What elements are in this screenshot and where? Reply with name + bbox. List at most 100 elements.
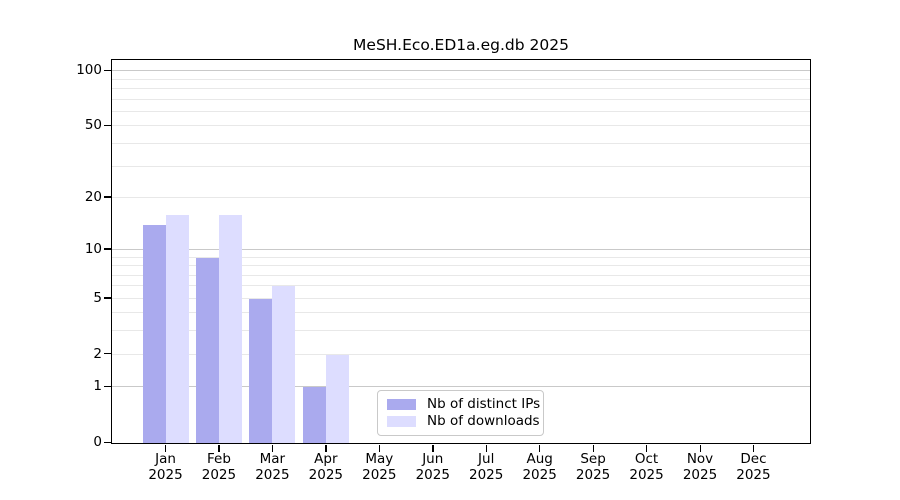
x-tick-month: Mar [259, 451, 286, 467]
y-tick-mark-50 [104, 124, 111, 127]
legend-item-downloads: Nb of downloads [387, 414, 540, 429]
gridline-major [112, 386, 810, 388]
plot-area: 0 1 2 5 10 20 50 100 Jan 2025 Feb 2025 Mar 2025 Apr 20… [76, 59, 811, 483]
x-tick-mark-may [378, 445, 381, 452]
x-tick-label-dec: Dec 2025 [725, 451, 781, 483]
bar-distinct-ips-apr [302, 387, 326, 443]
x-tick-year: 2025 [575, 467, 611, 483]
x-tick-mark-jun [432, 445, 434, 452]
y-tick-mark-10 [104, 248, 111, 250]
y-tick-label-20: 20 [84, 188, 102, 205]
y-tick-mark-1 [104, 385, 111, 387]
chart-title: MeSH.Eco.ED1a.eg.db 2025 [353, 36, 569, 54]
gridline-minor [112, 78, 810, 80]
x-tick-label-oct: Oct 2025 [619, 451, 675, 483]
gridline-minor [112, 274, 810, 276]
x-tick-month: Dec [740, 451, 767, 467]
x-tick-month: May [365, 451, 394, 467]
x-tick-mark-oct [646, 445, 648, 452]
gridline-minor [112, 88, 810, 90]
y-tick-label-10: 10 [84, 240, 102, 257]
gridline-minor [112, 285, 810, 287]
x-tick-label-aug: Aug 2025 [512, 451, 568, 483]
x-tick-year: 2025 [362, 467, 397, 483]
legend-swatch-distinct-ips [387, 399, 416, 410]
bar-downloads-apr [325, 354, 349, 443]
y-tick-label-2: 2 [93, 345, 102, 362]
x-tick-year: 2025 [522, 467, 557, 483]
gridline-minor [112, 297, 810, 299]
x-tick-month: Jun [422, 451, 444, 467]
x-tick-year: 2025 [629, 467, 664, 483]
legend-label-distinct-ips: Nb of distinct IPs [427, 396, 541, 412]
gridline-minor [112, 330, 810, 332]
x-tick-label-sep: Sep 2025 [565, 451, 621, 483]
x-tick-mark-nov [699, 445, 701, 452]
y-tick-mark-0 [104, 441, 111, 443]
x-tick-label-mar: Mar 2025 [244, 451, 300, 483]
y-tick-label-1: 1 [93, 378, 102, 395]
gridline-minor [112, 165, 810, 167]
y-tick-label-100: 100 [76, 62, 102, 79]
x-tick-label-jul: Jul 2025 [458, 451, 514, 483]
x-tick-mark-jul [485, 445, 487, 452]
x-tick-year: 2025 [255, 467, 290, 483]
x-tick-mark-feb [218, 445, 220, 452]
x-tick-year: 2025 [469, 467, 504, 483]
x-tick-mark-sep [592, 445, 594, 452]
x-tick-label-jan: Jan 2025 [138, 451, 194, 483]
x-tick-mark-mar [271, 445, 274, 452]
x-tick-month: Nov [686, 451, 714, 467]
x-tick-month: Aug [526, 451, 553, 467]
x-tick-mark-jan [165, 445, 167, 452]
gridline-minor [112, 125, 810, 127]
legend: Nb of distinct IPs Nb of downloads [377, 390, 544, 436]
gridline-minor [112, 353, 810, 355]
y-tick-label-5: 5 [93, 289, 102, 306]
x-tick-year: 2025 [682, 467, 718, 483]
x-tick-year: 2025 [308, 467, 344, 483]
y-tick-label-0: 0 [93, 434, 102, 450]
x-tick-label-feb: Feb 2025 [191, 451, 247, 483]
y-tick-mark-20 [104, 196, 111, 198]
gridline-minor [112, 143, 810, 145]
bar-distinct-ips-mar [249, 298, 273, 443]
x-tick-mark-aug [539, 445, 541, 452]
bar-downloads-jan [165, 214, 189, 443]
bar-distinct-ips-jan [142, 225, 166, 443]
x-tick-label-apr: Apr 2025 [298, 451, 354, 483]
y-tick-mark-2 [104, 353, 111, 355]
gridline-major [112, 70, 810, 72]
bar-downloads-feb [218, 214, 242, 443]
x-tick-month: Jan [155, 451, 176, 467]
legend-label-downloads: Nb of downloads [427, 413, 540, 429]
x-tick-label-nov: Nov 2025 [672, 451, 728, 483]
bar-downloads-mar [272, 286, 296, 443]
gridline-minor [112, 265, 810, 267]
y-tick-mark-5 [104, 297, 111, 299]
x-tick-month: Jul [478, 451, 495, 467]
bar-distinct-ips-feb [195, 257, 219, 443]
x-tick-year: 2025 [201, 467, 237, 483]
x-tick-label-jun: Jun 2025 [405, 451, 461, 483]
legend-item-distinct-ips: Nb of distinct IPs [387, 397, 540, 412]
gridline-major [112, 248, 810, 250]
x-tick-month: Apr [314, 451, 338, 467]
x-tick-mark-dec [752, 445, 755, 452]
x-tick-label-may: May 2025 [351, 451, 407, 483]
gridline-minor [112, 111, 810, 113]
y-tick-mark-100 [104, 69, 111, 72]
legend-swatch-downloads [387, 416, 416, 427]
x-tick-month: Feb [206, 451, 231, 467]
x-tick-month: Sep [580, 451, 606, 467]
x-tick-month: Oct [634, 451, 659, 467]
x-tick-year: 2025 [148, 467, 183, 483]
y-tick-label-50: 50 [84, 117, 102, 134]
x-tick-year: 2025 [736, 467, 771, 483]
gridline-minor [112, 196, 810, 198]
x-tick-mark-apr [325, 445, 327, 452]
gridline-minor [112, 256, 810, 258]
x-tick-year: 2025 [415, 467, 450, 483]
gridline-minor [112, 312, 810, 314]
